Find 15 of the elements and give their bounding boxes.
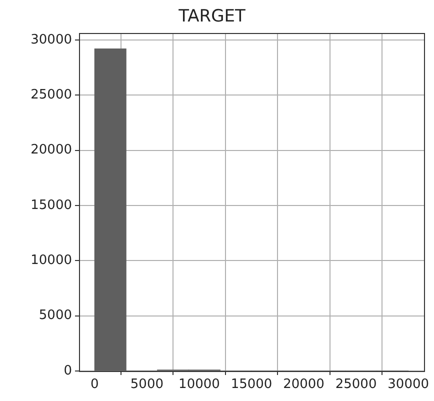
y-tick-label: 20000: [30, 142, 72, 158]
y-tick-label: 25000: [30, 88, 72, 103]
y-tick-label: 0: [64, 363, 72, 378]
y-tick-label: 10000: [30, 253, 72, 268]
y-tick-label: 15000: [30, 198, 72, 213]
chart-title: TARGET: [178, 6, 246, 27]
x-tick-label: 25000: [335, 377, 377, 392]
x-tick-label: 10000: [178, 377, 220, 392]
x-tick-label: 15000: [230, 377, 272, 392]
x-tick-label: 5000: [130, 377, 164, 392]
y-tick-label: 30000: [30, 32, 72, 48]
x-tick-label: 20000: [283, 377, 324, 392]
x-tick-label: 0: [90, 377, 99, 392]
y-tick-label: 5000: [38, 308, 72, 324]
x-tick-label: 30000: [388, 377, 429, 392]
